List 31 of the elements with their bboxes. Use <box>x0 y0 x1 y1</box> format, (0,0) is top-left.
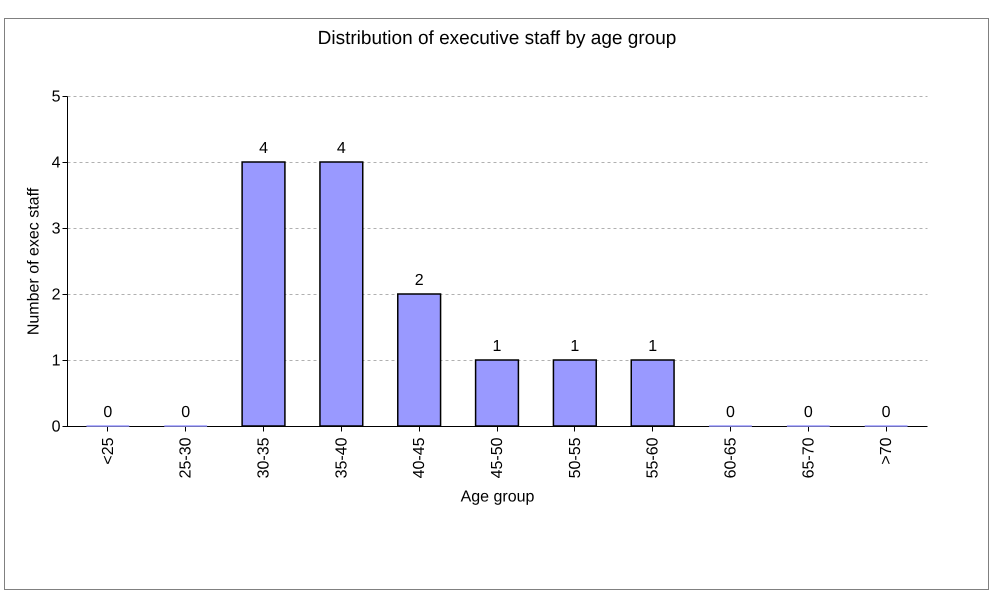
data-label: 1 <box>570 338 580 355</box>
data-label: 0 <box>181 404 190 421</box>
x-tick-label: 55-60 <box>644 437 662 478</box>
x-tick-label: 65-70 <box>800 437 818 478</box>
data-label: 4 <box>336 140 346 157</box>
data-label: 2 <box>414 272 424 289</box>
y-tick-label: 0 <box>52 418 61 436</box>
y-tick-label: 5 <box>52 88 61 106</box>
y-tick-label: 2 <box>52 286 61 304</box>
data-label: 0 <box>726 404 736 421</box>
x-tick-label: >70 <box>878 437 896 465</box>
y-tick-label: 1 <box>52 352 61 370</box>
x-tick-label: 30-35 <box>256 437 273 478</box>
x-tick-label: 40-45 <box>411 437 428 478</box>
data-label: 1 <box>492 338 502 355</box>
y-tick-label: 4 <box>52 154 61 172</box>
x-tick-label: 25-30 <box>178 437 195 478</box>
data-label: 0 <box>103 404 112 421</box>
chart-title: Distribution of executive staff by age group <box>318 28 676 49</box>
data-label: 1 <box>648 338 658 355</box>
x-axis-title: Age group <box>460 488 535 506</box>
y-axis-title: Number of exec staff <box>26 187 43 336</box>
x-tick-label: 60-65 <box>722 437 740 478</box>
data-label: 0 <box>804 404 813 421</box>
x-tick-label: <25 <box>100 437 117 465</box>
y-tick-label: 3 <box>52 220 61 238</box>
x-tick-label: 35-40 <box>333 437 350 478</box>
data-label: 0 <box>882 404 891 421</box>
x-tick-label: 50-55 <box>566 437 584 478</box>
data-label: 4 <box>259 140 268 157</box>
x-tick-label: 45-50 <box>489 437 506 478</box>
